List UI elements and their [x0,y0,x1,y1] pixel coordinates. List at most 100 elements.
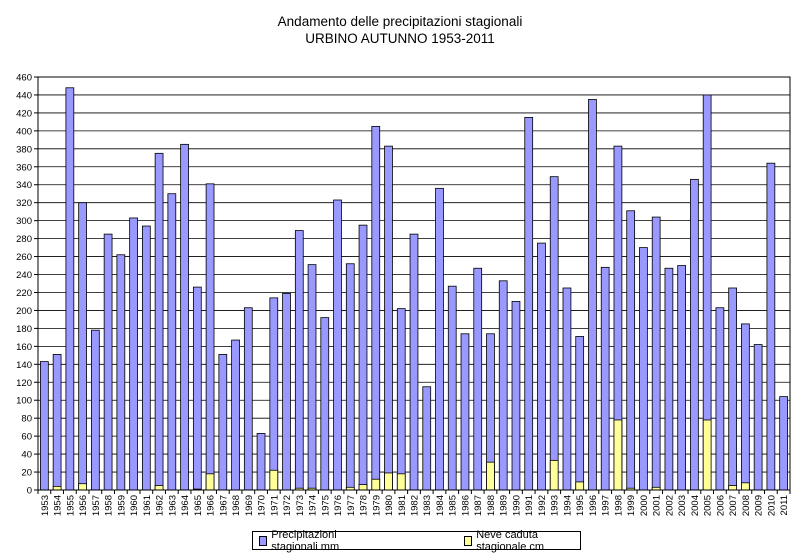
x-tick-label: 2007 [728,495,739,516]
bar-precipitazioni-1982 [409,233,419,491]
x-tick-label: 1993 [550,495,561,516]
bar-precipitazioni-1994 [562,287,572,491]
x-tick-label: 1962 [155,495,166,516]
bar-precipitazioni-1985 [447,285,457,491]
y-tick-label: 220 [16,288,32,299]
bar-precipitazioni-2009 [753,344,763,491]
x-tick-label: 1988 [486,495,497,516]
y-tick-label: 360 [16,162,32,173]
y-tick-label: 460 [16,73,32,84]
x-tick-label: 1984 [435,495,446,516]
x-tick-label: 1964 [180,495,191,516]
x-tick-label: 1965 [193,495,204,516]
y-tick-label: 120 [16,378,32,389]
x-tick-label: 1979 [371,495,382,516]
bar-precipitazioni-1987 [473,267,483,491]
y-tick-label: 420 [16,108,32,119]
bar-neve-1998 [613,419,623,491]
bar-precipitazioni-2006 [715,307,725,491]
x-tick-label: 2005 [703,495,714,516]
y-tick-label: 340 [16,180,32,191]
x-tick-label: 1986 [460,495,471,516]
x-tick-label: 1967 [218,495,229,516]
y-tick-label: 180 [16,324,32,335]
x-tick-label: 1982 [410,495,421,516]
bar-precipitazioni-1996 [588,99,597,491]
bar-precipitazioni-2004 [690,178,699,491]
bar-precipitazioni-1980 [384,145,393,491]
bar-neve-1962 [154,485,164,491]
y-tick-label: 140 [16,360,32,371]
bar-neve-1981 [396,473,406,491]
bar-neve-1954 [52,486,62,491]
bar-precipitazioni-1965 [192,286,202,491]
y-tick-label: 280 [16,234,32,245]
bar-precipitazioni-1966 [205,183,215,491]
bar-precipitazioni-1992 [537,242,546,491]
x-tick-label: 1991 [524,495,535,516]
bar-precipitazioni-2007 [728,287,737,491]
bar-precipitazioni-1955 [65,87,75,491]
x-tick-label: 1977 [346,495,357,516]
y-tick-label: 160 [16,342,32,353]
x-tick-label: 1968 [231,495,242,516]
y-tick-label: 380 [16,144,32,155]
bar-precipitazioni-1973 [294,230,304,491]
x-tick-label: 1956 [78,495,89,516]
bar-precipitazioni-1969 [243,307,253,491]
bar-precipitazioni-2002 [664,267,674,491]
bar-precipitazioni-1995 [575,336,585,491]
bar-precipitazioni-1984 [435,187,444,491]
x-tick-label: 1961 [142,495,153,516]
bar-precipitazioni-1962 [154,152,164,491]
x-tick-label: 2000 [639,495,650,516]
x-tick-label: 1998 [613,495,624,516]
bar-precipitazioni-1976 [333,199,342,491]
bar-precipitazioni-1978 [358,224,368,491]
x-tick-label: 1981 [397,495,408,516]
y-tick-label: 40 [21,450,32,461]
x-tick-label: 1971 [269,495,280,516]
x-tick-label: 1953 [40,495,51,516]
bar-precipitazioni-2000 [639,247,648,491]
bar-precipitazioni-1997 [600,266,610,491]
bar-neve-1956 [78,483,87,491]
bar-precipitazioni-1981 [396,308,406,491]
bar-neve-1995 [575,481,585,491]
legend-label-precipitazioni: Precipitazioni stagionali mm [271,528,340,553]
x-tick-label: 1963 [167,495,178,516]
x-tick-label: 1985 [448,495,459,516]
x-tick-label: 1983 [422,495,433,516]
bar-precipitazioni-1967 [218,354,228,491]
bar-neve-2007 [728,485,737,491]
bar-neve-1978 [358,484,368,491]
plot-border [37,76,791,491]
bar-precipitazioni-1972 [282,292,291,491]
bar-precipitazioni-1970 [256,433,266,491]
x-tick-label: 1980 [384,495,395,516]
bar-precipitazioni-1986 [460,333,470,491]
x-tick-label: 1954 [53,495,64,516]
x-tick-label: 1955 [65,495,76,516]
x-tick-label: 2003 [677,495,688,516]
bar-precipitazioni-2010 [766,162,776,491]
x-tick-label: 1997 [601,495,612,516]
bar-neve-1966 [205,473,215,491]
y-tick-label: 60 [21,432,32,443]
y-tick-label: 260 [16,252,32,263]
bar-neve-2008 [741,482,750,491]
y-tick-label: 100 [16,396,32,407]
bar-neve-1979 [371,478,381,491]
bar-precipitazioni-1993 [549,176,559,491]
bar-precipitazioni-1961 [141,225,151,491]
bar-precipitazioni-1979 [371,125,381,491]
bar-precipitazioni-1954 [52,354,62,491]
x-tick-label: 1970 [257,495,268,516]
x-tick-label: 2009 [754,495,765,516]
y-tick-label: 20 [21,468,32,479]
x-tick-label: 1995 [575,495,586,516]
legend-swatch-precipitazioni [259,535,268,546]
y-tick-label: 300 [16,216,32,227]
x-tick-label: 1994 [562,495,573,516]
